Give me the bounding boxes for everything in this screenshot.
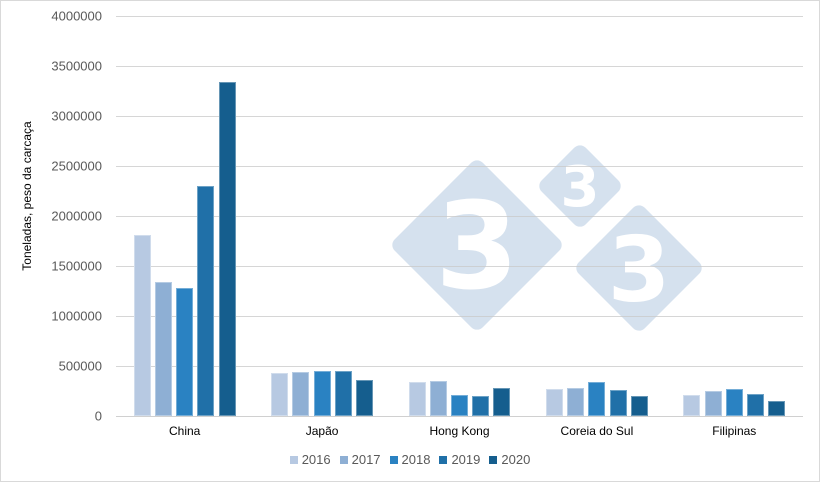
bar-filipinas-2019[interactable]	[747, 394, 764, 416]
bar-coreia-do-sul-2018[interactable]	[588, 381, 606, 416]
bar-hong-kong-2016[interactable]	[408, 382, 426, 416]
svg-text:3: 3	[561, 155, 600, 220]
legend-swatch-icon	[339, 455, 348, 464]
bar-coreia-do-sul-2017[interactable]	[567, 387, 585, 416]
legend-item-2020[interactable]: 2020	[489, 452, 530, 467]
y-tick-label: 1000000	[51, 308, 102, 324]
bar-china-2019[interactable]	[197, 186, 215, 416]
legend-swatch-icon	[289, 455, 298, 464]
gridline	[116, 216, 803, 217]
legend-swatch-icon	[439, 455, 448, 464]
svg-text:3: 3	[608, 217, 671, 322]
gridline	[116, 316, 803, 317]
x-category-label: China	[169, 424, 201, 438]
y-tick-label: 2500000	[51, 158, 102, 174]
x-category-label: Coreia do Sul	[560, 424, 634, 438]
x-category-label: Japão	[305, 424, 339, 438]
bar-filipinas-2018[interactable]	[725, 388, 743, 416]
legend-swatch-icon	[389, 455, 398, 464]
y-tick-label: 2000000	[51, 208, 102, 224]
legend: 2016 2017 2018 2019 2020	[0, 452, 820, 467]
bar-filipinas-2020[interactable]	[768, 400, 786, 416]
y-tick-label: 3500000	[51, 58, 102, 74]
gridline	[116, 16, 803, 17]
gridline	[116, 166, 803, 167]
legend-item-2016[interactable]: 2016	[289, 452, 331, 467]
x-category-label: Hong Kong	[429, 424, 490, 438]
bar-coreia-do-sul-2020[interactable]	[630, 396, 648, 416]
bar-hong-kong-2017[interactable]	[429, 380, 447, 416]
y-tick-label: 500000	[58, 358, 102, 374]
bar-hong-kong-2019[interactable]	[472, 395, 490, 416]
gridline	[116, 66, 803, 67]
y-tick-label: 0	[94, 408, 102, 424]
legend-item-2019[interactable]: 2019	[439, 452, 480, 467]
legend-label: 2016	[301, 452, 331, 467]
legend-label: 2018	[401, 452, 431, 467]
y-tick-label: 4000000	[51, 8, 102, 24]
legend-swatch-icon	[489, 455, 498, 464]
bar-china-2016[interactable]	[133, 235, 151, 416]
legend-item-2017[interactable]: 2017	[339, 452, 381, 467]
bar-japão-2017[interactable]	[292, 372, 310, 416]
legend-item-2018[interactable]: 2018	[389, 452, 431, 467]
bar-china-2018[interactable]	[176, 288, 194, 416]
gridline	[116, 266, 803, 267]
gridline	[116, 116, 803, 117]
bar-hong-kong-2020[interactable]	[493, 387, 511, 416]
bar-china-2017[interactable]	[155, 282, 172, 416]
x-category-label: Filipinas	[712, 424, 757, 438]
bar-filipinas-2016[interactable]	[683, 394, 701, 416]
bar-coreia-do-sul-2016[interactable]	[546, 389, 563, 416]
gridline	[116, 366, 803, 367]
bar-japão-2019[interactable]	[334, 370, 352, 416]
bar-coreia-do-sul-2019[interactable]	[609, 389, 627, 416]
y-tick-label: 3000000	[51, 108, 102, 124]
bar-japão-2020[interactable]	[356, 380, 373, 416]
legend-label: 2017	[351, 452, 381, 467]
bar-japão-2016[interactable]	[271, 373, 289, 416]
svg-text:3: 3	[435, 178, 519, 317]
legend-label: 2020	[501, 452, 531, 467]
y-tick-label: 1500000	[51, 258, 102, 274]
bar-filipinas-2017[interactable]	[704, 391, 722, 416]
bar-japão-2018[interactable]	[313, 370, 331, 416]
bar-china-2020[interactable]	[218, 82, 236, 416]
bar-hong-kong-2018[interactable]	[451, 394, 468, 416]
legend-label: 2019	[451, 452, 481, 467]
x-axis-line	[116, 416, 803, 417]
